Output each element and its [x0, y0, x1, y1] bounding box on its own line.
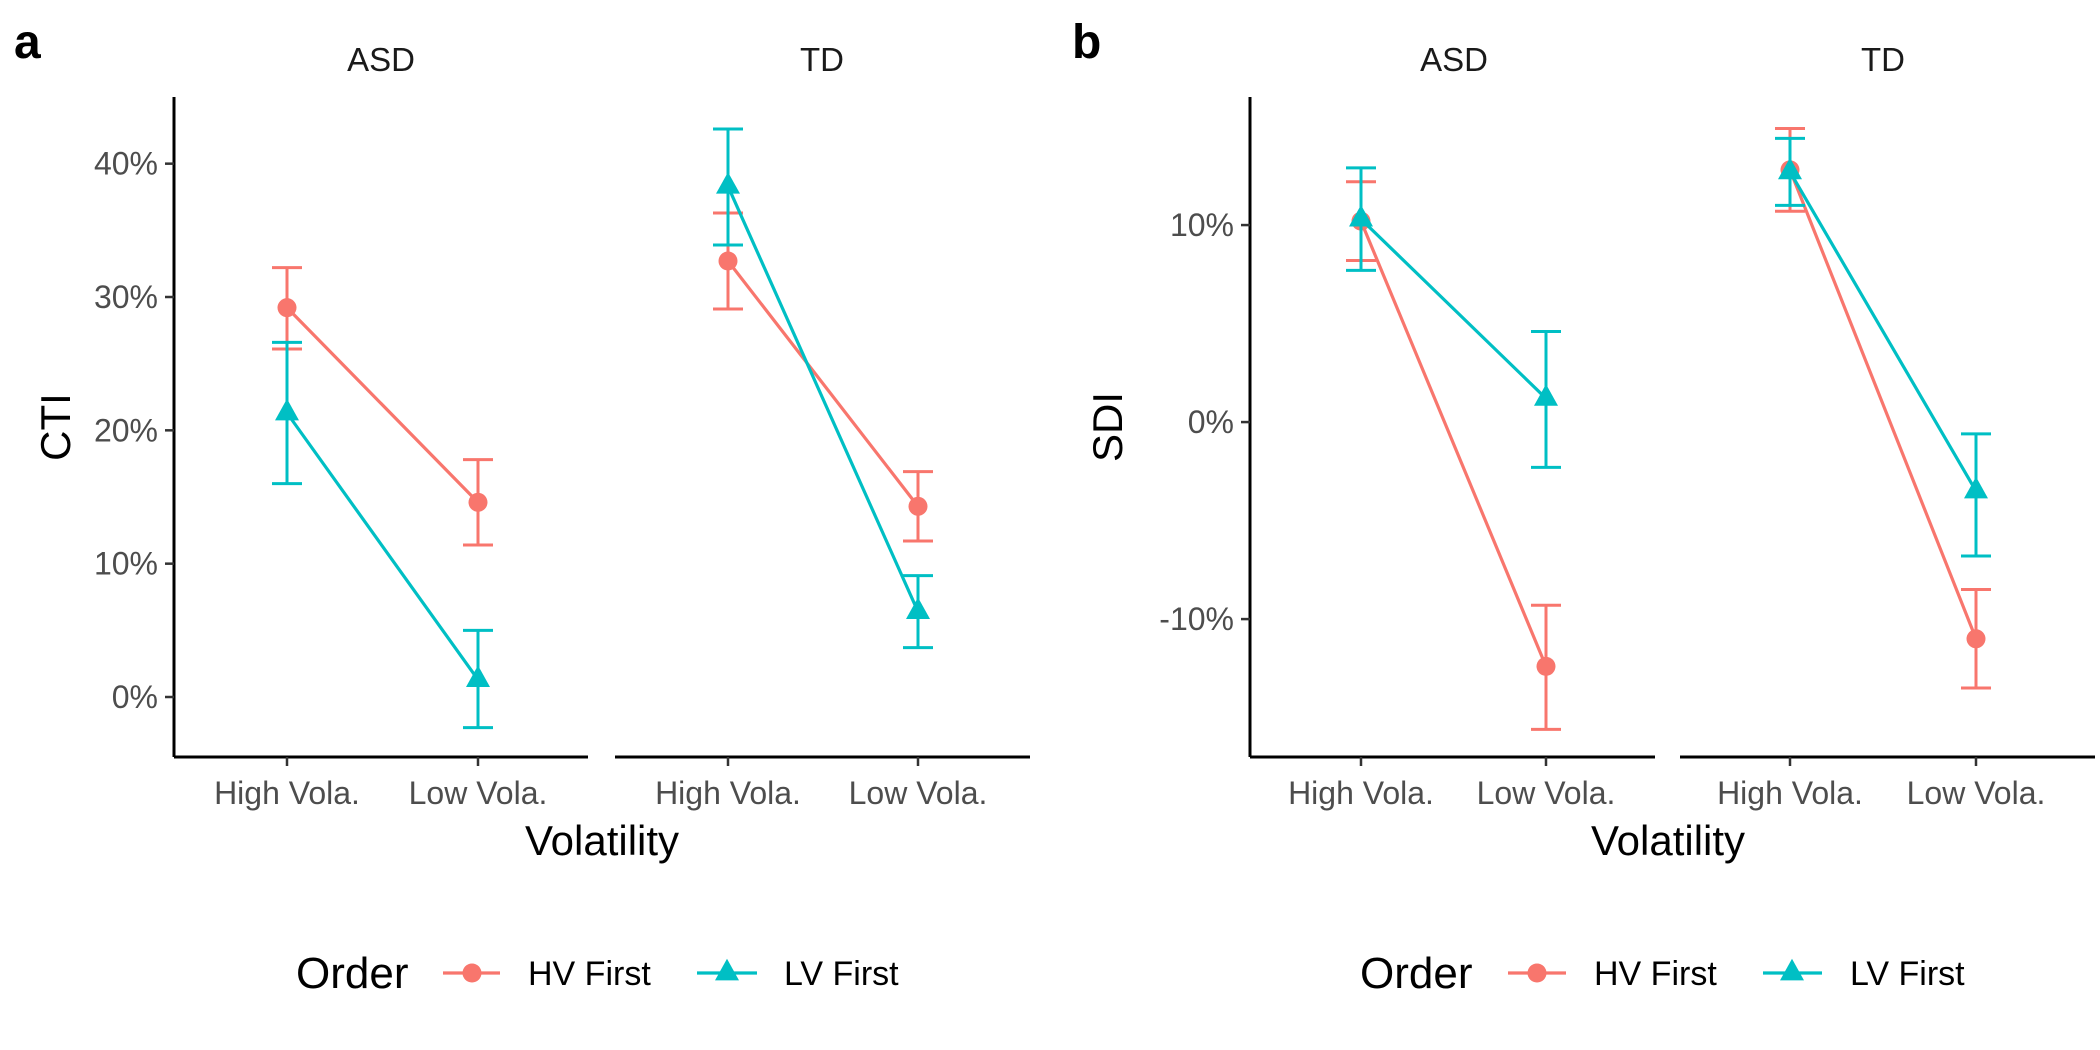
x-tick-label: Low Vola. — [1907, 775, 2046, 811]
data-point-triangle — [275, 398, 299, 421]
panel-b: b -10% 0% 10% SDI Volatility ASD High Vola. Low … — [1072, 16, 2095, 998]
x-tick-label: High Vola. — [1288, 775, 1434, 811]
x-tick-label: High Vola. — [655, 775, 801, 811]
data-point-triangle — [1534, 384, 1558, 406]
data-point-circle — [718, 251, 738, 271]
legend-b: Order HV First LV First — [1360, 949, 1965, 998]
facet-strip-label: ASD — [347, 41, 415, 78]
y-axis-title: SDI — [1084, 392, 1131, 462]
y-tick-label: 10% — [94, 546, 158, 582]
series-hv-first — [1775, 127, 1991, 690]
data-point-circle — [1536, 656, 1556, 676]
y-tick-label: 0% — [1188, 404, 1234, 440]
legend-triangle-icon — [1780, 958, 1804, 981]
y-tick-label: 10% — [1170, 207, 1234, 243]
series-line — [1788, 169, 1978, 640]
panel-letter-b: b — [1072, 16, 1101, 69]
series-line — [726, 185, 920, 613]
y-axis-title: CTI — [32, 393, 79, 461]
facet-asd: ASD High Vola. Low Vola. — [174, 41, 588, 811]
data-point-triangle — [1778, 157, 1802, 180]
series-hv-first — [1346, 180, 1561, 731]
x-tick-label: High Vola. — [1717, 775, 1863, 811]
legend-circle-icon — [1527, 963, 1547, 983]
x-axis-title: Volatility — [525, 817, 679, 864]
data-point-circle — [468, 492, 488, 512]
panel-a: a 0% 10% 20% 30% 40% CTI Volatility ASD High Vola… — [14, 16, 1030, 998]
facet-td: TD High Vola. Low Vola. — [615, 41, 1030, 811]
data-point-triangle — [1349, 204, 1373, 227]
data-point-triangle — [906, 597, 930, 620]
series-line — [1359, 218, 1548, 400]
y-tick-label: -10% — [1159, 601, 1234, 637]
data-point-circle — [1966, 629, 1986, 649]
panel-letter-a: a — [14, 16, 41, 69]
legend-circle-icon — [462, 963, 482, 983]
legend-a: Order HV First LV First — [296, 949, 899, 998]
legend-triangle-icon — [715, 958, 739, 981]
series-line — [1788, 171, 1978, 492]
facet-td: TD High Vola. Low Vola. — [1680, 41, 2095, 811]
x-axis-title: Volatility — [1591, 817, 1745, 864]
series-lv-first — [1346, 166, 1561, 469]
x-tick-label: Low Vola. — [1477, 775, 1616, 811]
series-line — [285, 412, 480, 681]
series-lv-first — [1775, 136, 1991, 558]
data-point-triangle — [1964, 476, 1988, 499]
series-line — [1359, 220, 1548, 667]
series-lv-first — [713, 127, 933, 650]
series-line — [726, 260, 920, 508]
y-tick-label: 40% — [94, 146, 158, 182]
data-point-circle — [277, 298, 297, 318]
series-line — [285, 306, 480, 504]
legend-title: Order — [296, 949, 408, 998]
legend-label: HV First — [1594, 955, 1717, 993]
facet-asd: ASD High Vola. Low Vola. — [1250, 41, 1655, 811]
x-tick-label: High Vola. — [214, 775, 360, 811]
y-tick-label: 0% — [112, 679, 158, 715]
series-hv-first — [713, 211, 933, 543]
x-tick-label: Low Vola. — [849, 775, 988, 811]
legend-label: LV First — [784, 955, 899, 993]
legend-label: HV First — [528, 955, 651, 993]
facet-strip-label: TD — [1861, 41, 1905, 78]
data-point-triangle — [716, 172, 740, 194]
x-tick-label: Low Vola. — [409, 775, 548, 811]
y-tick-label: 30% — [94, 279, 158, 315]
facet-strip-label: ASD — [1420, 41, 1488, 78]
legend-title: Order — [1360, 949, 1472, 998]
data-point-triangle — [466, 665, 490, 688]
facet-strip-label: TD — [800, 41, 844, 78]
legend-label: LV First — [1850, 955, 1965, 993]
series-hv-first — [272, 266, 493, 547]
series-lv-first — [272, 340, 493, 730]
y-tick-label: 20% — [94, 412, 158, 448]
data-point-circle — [908, 496, 928, 516]
